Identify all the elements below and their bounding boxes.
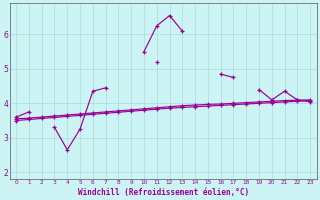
X-axis label: Windchill (Refroidissement éolien,°C): Windchill (Refroidissement éolien,°C) <box>77 188 249 197</box>
